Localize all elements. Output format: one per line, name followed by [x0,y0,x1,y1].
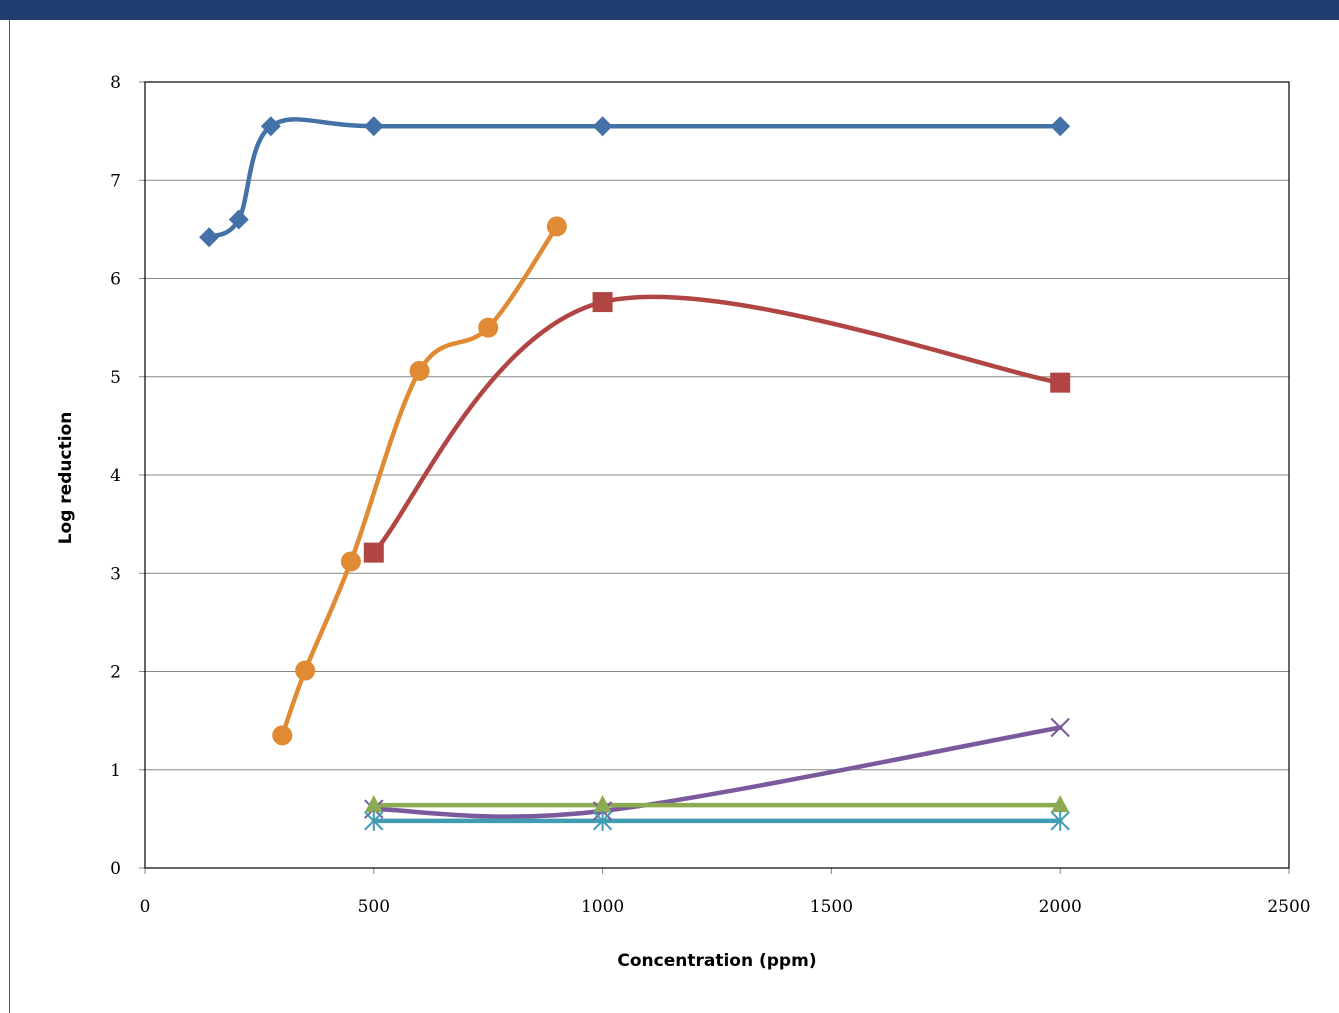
series-3-point-1 [363,542,384,563]
y-tick-label: 0 [110,859,121,879]
x-tick-label: 2500 [1267,897,1310,917]
x-tick-label: 500 [358,897,390,917]
x-tick-label: 1000 [581,897,624,917]
plot-area-border [144,81,1290,869]
series-1-line [206,117,1063,240]
y-tick-label: 8 [110,73,121,93]
y-tick-label: 7 [110,171,121,191]
series-2-point-3 [340,551,361,572]
series-2-point-4 [409,360,430,381]
series-4-point-3 [1050,717,1070,738]
series-5-point-2 [593,795,612,813]
series-6-point-1 [364,810,384,831]
series-2-point-6 [546,216,567,237]
series-1-point-5 [592,116,613,137]
axes [139,81,1290,874]
series-1-point-6 [1050,116,1071,137]
x-tick-label: 1500 [810,897,853,917]
tick-labels: 0 1 2 3 4 5 6 7 8 0 500 1000 1500 2000 2500 [110,73,1310,917]
x-tick-label: 2000 [1039,897,1082,917]
y-tick-label: 6 [110,270,121,290]
y-tick-label: 3 [110,564,121,584]
y-tick-label: 5 [110,368,121,388]
header-bar [0,0,1339,20]
series-1-point-2 [228,209,249,230]
series-2-point-5 [478,317,499,338]
series-3-point-2 [592,292,613,313]
y-tick-label: 4 [110,466,121,486]
series-1-point-4 [363,116,384,137]
series-1-point-3 [260,116,281,137]
series-markers [199,116,1071,831]
series-5-point-3 [1051,795,1070,813]
series-1-point-1 [199,227,220,248]
gridlines [145,81,1289,771]
y-tick-label: 1 [110,761,121,781]
y-axis-title: Log reduction [56,412,76,545]
series-2-point-2 [295,660,316,681]
series-5-point-1 [364,795,383,813]
series-6-point-3 [1050,810,1070,831]
series-lines [206,117,1063,824]
series-3-point-3 [1050,372,1071,393]
x-tick-label: 0 [140,897,151,917]
series-2-point-1 [272,725,293,746]
page-left-border [9,20,10,1013]
series-6-point-2 [592,810,613,831]
x-axis-title: Concentration (ppm) [617,951,816,971]
y-tick-label: 2 [110,663,121,683]
